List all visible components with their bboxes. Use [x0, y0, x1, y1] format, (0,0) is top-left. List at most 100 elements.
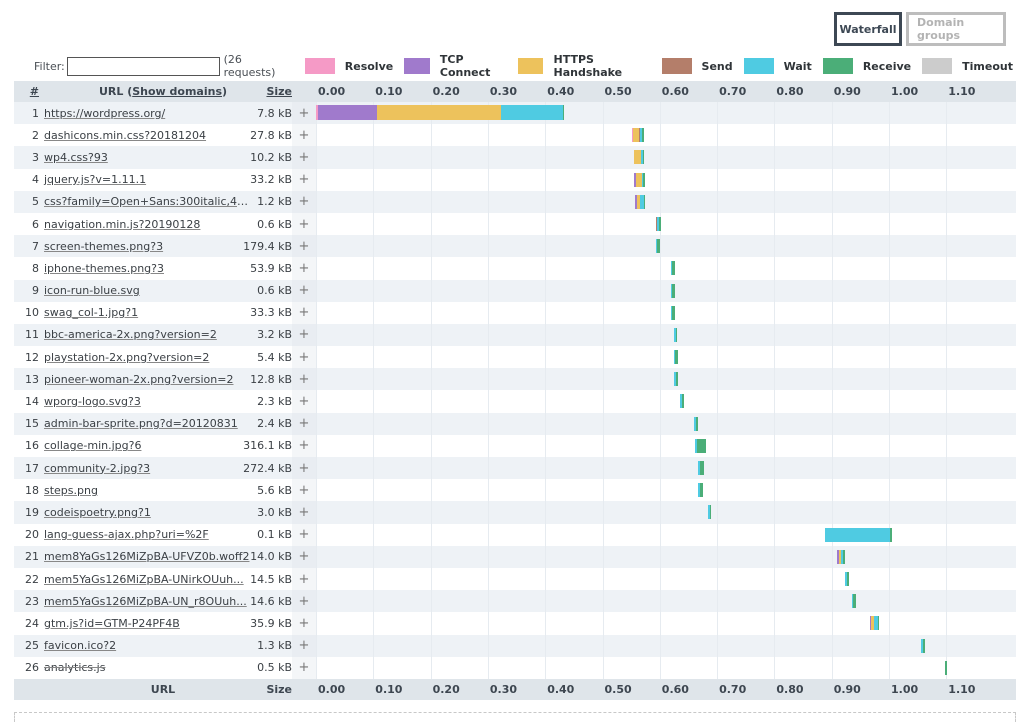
- timing-bar-wait[interactable]: [920, 638, 923, 653]
- timing-bar-connect[interactable]: [836, 549, 839, 564]
- timing-bar-receive[interactable]: [709, 505, 712, 520]
- timing-bar-receive[interactable]: [659, 216, 661, 231]
- timing-bar-connect[interactable]: [634, 172, 636, 187]
- table-row[interactable]: 18 steps.png 5.6 kB +: [14, 479, 1016, 502]
- timing-bar-connect[interactable]: [869, 616, 872, 631]
- expand-row-button[interactable]: +: [292, 346, 316, 369]
- timing-bar-wait[interactable]: [655, 239, 658, 254]
- expand-row-button[interactable]: +: [292, 457, 316, 480]
- timing-bar-wait[interactable]: [674, 372, 677, 387]
- table-row[interactable]: 11 bbc-america-2x.png?version=2 3.2 kB +: [14, 323, 1016, 347]
- expand-row-button[interactable]: +: [292, 168, 316, 191]
- expand-row-button[interactable]: +: [292, 323, 316, 347]
- table-row[interactable]: 7 screen-themes.png?3 179.4 kB +: [14, 235, 1016, 258]
- timing-bar-wait[interactable]: [824, 527, 890, 542]
- expand-row-button[interactable]: +: [292, 235, 316, 258]
- timing-bar-wait[interactable]: [639, 128, 643, 143]
- timing-bar-https[interactable]: [635, 172, 643, 187]
- table-row[interactable]: 25 favicon.ico?2 1.3 kB +: [14, 634, 1016, 657]
- header-size[interactable]: Size: [226, 85, 292, 98]
- request-url-link[interactable]: favicon.ico?2: [44, 639, 117, 653]
- timing-bar-receive[interactable]: [699, 483, 704, 498]
- table-row[interactable]: 6 navigation.min.js?20190128 0.6 kB +: [14, 212, 1016, 236]
- timing-bar-send[interactable]: [655, 216, 658, 231]
- timing-bar-wait[interactable]: [697, 461, 700, 475]
- timing-bar-wait[interactable]: [840, 549, 844, 564]
- timing-bar-wait[interactable]: [501, 105, 563, 120]
- expand-row-button[interactable]: +: [292, 434, 316, 457]
- timing-bar-receive[interactable]: [695, 416, 698, 431]
- timing-bar-wait[interactable]: [639, 194, 644, 209]
- timing-bar-receive[interactable]: [697, 438, 706, 453]
- table-row[interactable]: 22 mem5YaGs126MiZpBA-UNirkOUuh... 14.5 kB +: [14, 567, 1016, 591]
- timing-bar-receive[interactable]: [674, 350, 679, 365]
- table-row[interactable]: 1 https://wordpress.org/7.8 kB +: [14, 102, 1016, 125]
- sort-size-link[interactable]: Size: [266, 85, 292, 98]
- expand-row-button[interactable]: +: [292, 368, 316, 391]
- table-row[interactable]: 24 gtm.js?id=GTM-P24PF4B 35.9 kB +: [14, 612, 1016, 635]
- timing-bar-wait[interactable]: [693, 416, 696, 431]
- expand-row-button[interactable]: +: [292, 590, 316, 613]
- request-url-link[interactable]: screen-themes.png?3: [44, 239, 164, 253]
- timing-bar-receive[interactable]: [642, 128, 644, 143]
- timing-bar-receive[interactable]: [671, 261, 675, 276]
- timing-bar-https[interactable]: [871, 616, 874, 631]
- timing-bar-receive[interactable]: [676, 372, 678, 387]
- request-url-link[interactable]: swag_col-1.jpg?1: [44, 306, 139, 320]
- request-url-link[interactable]: analytics.js: [44, 661, 106, 675]
- expand-row-button[interactable]: +: [292, 634, 316, 657]
- timing-bar-send[interactable]: [638, 128, 641, 143]
- table-row[interactable]: 23 mem5YaGs126MiZpBA-UN_r8OUuh... 14.6 kB +: [14, 590, 1016, 613]
- expand-row-button[interactable]: +: [292, 479, 316, 502]
- timing-bar-connect[interactable]: [635, 194, 637, 209]
- timing-bar-wait[interactable]: [697, 483, 700, 498]
- request-url-link[interactable]: wp4.css?93: [44, 150, 108, 164]
- timing-bar-wait[interactable]: [694, 438, 698, 453]
- timing-bar-wait[interactable]: [873, 616, 878, 631]
- request-url-link[interactable]: css?family=Open+Sans:300italic,40...: [44, 195, 254, 209]
- table-row[interactable]: 13 pioneer-woman-2x.png?version=2 12.8 kB +: [14, 368, 1016, 391]
- timing-bar-receive[interactable]: [843, 549, 846, 564]
- timing-bar-wait[interactable]: [844, 571, 847, 586]
- filter-input[interactable]: [66, 56, 220, 76]
- show-domains-link[interactable]: Show domains: [132, 85, 223, 98]
- request-url-link[interactable]: wporg-logo.svg?3: [44, 395, 141, 409]
- timing-bar-https[interactable]: [633, 128, 639, 143]
- timing-bar-receive[interactable]: [656, 239, 660, 254]
- timing-bar-receive[interactable]: [853, 594, 856, 609]
- expand-row-button[interactable]: +: [292, 279, 316, 302]
- timing-bar-wait[interactable]: [673, 350, 676, 365]
- request-url-link[interactable]: admin-bar-sprite.png?d=20120831: [44, 417, 238, 431]
- table-row[interactable]: 17 community-2.jpg?3 272.4 kB +: [14, 457, 1016, 480]
- timing-bar-receive[interactable]: [922, 638, 925, 653]
- request-url-link[interactable]: lang-guess-ajax.php?uri=%2F: [44, 528, 209, 542]
- header-num[interactable]: #: [14, 85, 42, 98]
- expand-row-button[interactable]: +: [292, 390, 316, 413]
- table-row[interactable]: 4 jquery.js?v=1.11.1 33.2 kB +: [14, 168, 1016, 191]
- timing-bar-https[interactable]: [636, 194, 640, 209]
- timing-bar-wait[interactable]: [670, 261, 673, 276]
- table-row[interactable]: 9 icon-run-blue.svg 0.6 kB +: [14, 279, 1016, 302]
- expand-row-button[interactable]: +: [292, 501, 316, 524]
- timing-bar-resolve[interactable]: [631, 128, 634, 143]
- timing-bar-wait[interactable]: [642, 172, 644, 187]
- table-row[interactable]: 16 collage-min.jpg?6 316.1 kB +: [14, 434, 1016, 457]
- domain-groups-tab[interactable]: Domain groups: [906, 12, 1006, 46]
- expand-row-button[interactable]: +: [292, 656, 316, 679]
- expand-row-button[interactable]: +: [292, 301, 316, 324]
- table-row[interactable]: 5 css?family=Open+Sans:300italic,40... 1.2…: [14, 190, 1016, 213]
- timing-bar-wait[interactable]: [656, 216, 660, 231]
- table-row[interactable]: 12 playstation-2x.png?version=2 5.4 kB +: [14, 346, 1016, 369]
- table-row[interactable]: 19 codeispoetry.png?1 3.0 kB +: [14, 501, 1016, 524]
- timing-bar-wait[interactable]: [680, 394, 682, 409]
- table-row[interactable]: 21 mem8YaGs126MiZpBA-UFVZ0b.woff2 14.0 kB +: [14, 545, 1016, 568]
- timing-bar-receive[interactable]: [877, 616, 880, 631]
- timing-bar-wait[interactable]: [670, 305, 673, 320]
- request-url-link[interactable]: https://wordpress.org/: [44, 106, 166, 120]
- request-url-link[interactable]: iphone-themes.png?3: [44, 261, 164, 275]
- timing-bar-wait[interactable]: [640, 150, 643, 165]
- request-url-link[interactable]: playstation-2x.png?version=2: [44, 350, 210, 364]
- expand-row-button[interactable]: +: [292, 146, 316, 169]
- expand-row-button[interactable]: +: [292, 190, 316, 213]
- expand-row-button[interactable]: +: [292, 545, 316, 568]
